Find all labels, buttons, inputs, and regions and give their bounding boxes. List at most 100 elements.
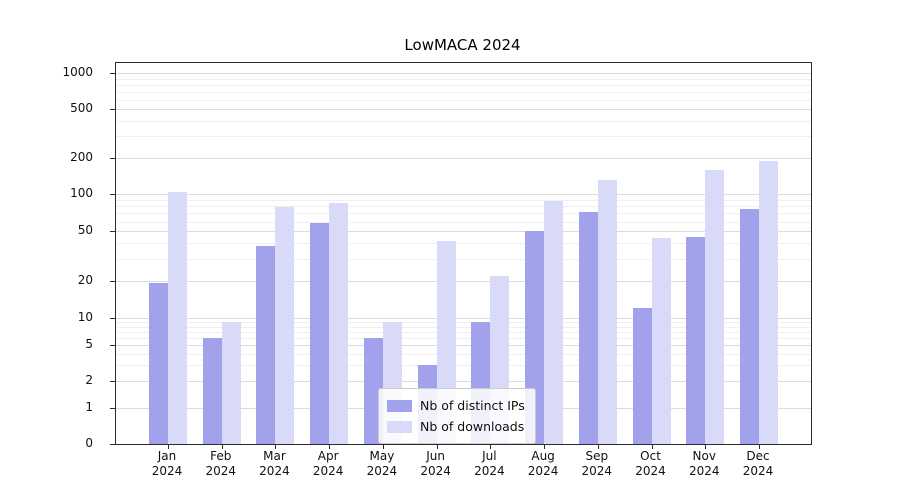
gridline-minor xyxy=(116,136,811,138)
x-tick-label-year: 2024 xyxy=(259,464,290,478)
bar-downloads-jan xyxy=(168,192,187,444)
bar-distinct-ips-sep xyxy=(578,211,598,444)
gridline-major xyxy=(116,345,811,347)
x-tick-label: Jun 2024 xyxy=(408,449,464,479)
gridline-major xyxy=(116,157,811,159)
y-tick-mark xyxy=(110,194,115,195)
gridline-minor xyxy=(116,221,811,223)
bar-downloads-apr xyxy=(329,202,349,444)
x-tick-label-month: Oct xyxy=(640,449,661,463)
gridline-major xyxy=(116,231,811,233)
gridline-major xyxy=(116,109,811,111)
gridline-major xyxy=(116,194,811,195)
y-tick-mark xyxy=(110,380,115,382)
y-tick-label: 500 xyxy=(70,101,93,116)
y-tick-mark xyxy=(110,280,115,282)
gridline-minor xyxy=(116,258,811,260)
x-tick-label: May 2024 xyxy=(354,449,410,479)
y-tick-label: 0 xyxy=(85,436,93,450)
bar-distinct-ips-mar xyxy=(256,246,276,444)
x-tick-label-year: 2024 xyxy=(742,464,774,478)
bar-downloads-dec xyxy=(759,160,778,444)
x-tick-label-month: Nov xyxy=(692,449,716,463)
legend-label-downloads: Nb of downloads xyxy=(420,419,525,434)
y-tick-label: 200 xyxy=(70,149,93,164)
x-tick-label: Feb 2024 xyxy=(193,449,249,479)
x-tick-label-month: Apr xyxy=(317,449,339,463)
gridline-minor xyxy=(116,353,811,355)
x-tick-label-year: 2024 xyxy=(635,464,666,478)
bar-distinct-ips-feb xyxy=(202,337,222,444)
x-tick-label-month: Jun xyxy=(426,449,445,463)
x-tick-label: Sep 2024 xyxy=(569,449,625,479)
x-tick-mark xyxy=(382,445,384,449)
x-tick-label: Oct 2024 xyxy=(623,449,679,479)
y-tick-mark xyxy=(110,345,115,347)
legend-item-distinct-ips: Nb of distinct IPs xyxy=(387,395,525,416)
y-tick-label: 100 xyxy=(70,186,93,200)
y-tick-label: 1000 xyxy=(62,65,93,79)
gridline-minor xyxy=(116,206,811,208)
y-tick-mark xyxy=(110,157,115,159)
x-tick-mark xyxy=(436,445,438,449)
gridline-minor xyxy=(116,243,811,245)
y-axis-tick-labels: 0 1 2 5 10 20 50 100 200 500 1000 xyxy=(45,62,103,450)
y-tick-mark xyxy=(110,444,115,445)
gridline-minor xyxy=(116,84,811,86)
bar-downloads-nov xyxy=(705,169,725,444)
y-tick-label: 50 xyxy=(77,223,93,238)
bar-distinct-ips-jan xyxy=(149,283,168,444)
x-tick-label: Jul 2024 xyxy=(461,449,517,479)
x-tick-label: Dec 2024 xyxy=(730,449,786,479)
x-tick-label-year: 2024 xyxy=(474,464,505,478)
gridline-minor xyxy=(116,331,811,333)
x-tick-label: Apr 2024 xyxy=(300,449,356,479)
gridline-minor xyxy=(116,99,811,101)
bar-downloads-mar xyxy=(275,207,295,444)
x-tick-label-month: Jan xyxy=(157,449,177,463)
legend: Nb of distinct IPs Nb of downloads xyxy=(378,388,536,444)
bar-distinct-ips-oct xyxy=(632,308,652,444)
gridline-major xyxy=(116,380,811,382)
y-tick-mark xyxy=(110,231,115,233)
legend-item-downloads: Nb of downloads xyxy=(387,416,525,437)
x-tick-mark xyxy=(221,445,223,449)
x-tick-label: Mar 2024 xyxy=(246,449,302,479)
x-tick-label-year: 2024 xyxy=(366,464,398,478)
bar-downloads-oct xyxy=(651,238,671,444)
x-tick-label-year: 2024 xyxy=(581,464,613,478)
gridline-minor xyxy=(116,199,811,201)
legend-label-distinct-ips: Nb of distinct IPs xyxy=(420,398,525,413)
x-tick-mark xyxy=(705,445,707,449)
y-tick-label: 1 xyxy=(85,400,93,414)
y-tick-mark xyxy=(110,318,115,319)
gridline-minor xyxy=(116,121,811,123)
bar-distinct-ips-dec xyxy=(740,209,759,444)
x-tick-label-year: 2024 xyxy=(420,464,451,478)
bar-downloads-aug xyxy=(544,200,564,444)
gridline-major xyxy=(116,280,811,282)
x-tick-label-year: 2024 xyxy=(688,464,720,478)
x-tick-label-year: 2024 xyxy=(527,464,559,478)
y-tick-label: 10 xyxy=(77,310,93,324)
x-tick-label-month: May xyxy=(369,449,395,463)
y-tick-label: 5 xyxy=(85,337,93,352)
x-tick-label-month: Mar xyxy=(263,449,286,463)
x-tick-label-year: 2024 xyxy=(151,464,183,478)
gridline-minor xyxy=(116,91,811,93)
x-tick-label-month: Sep xyxy=(585,449,609,463)
x-axis-tick-labels: Jan 2024 Feb 2024 Mar 2024 Apr 2024 May 2024 Jun 20… xyxy=(115,449,810,489)
gridline-minor xyxy=(116,78,811,80)
x-tick-label-month: Dec xyxy=(746,449,770,463)
gridline-major xyxy=(116,73,811,74)
y-tick-label: 2 xyxy=(85,372,93,387)
gridline-minor xyxy=(116,213,811,215)
y-tick-mark xyxy=(110,109,115,111)
gridline-minor xyxy=(116,337,811,339)
gridline-minor xyxy=(116,326,811,328)
y-tick-mark xyxy=(110,408,115,409)
bar-downloads-sep xyxy=(597,180,617,444)
x-tick-mark xyxy=(329,445,331,449)
y-tick-label: 20 xyxy=(77,272,93,287)
